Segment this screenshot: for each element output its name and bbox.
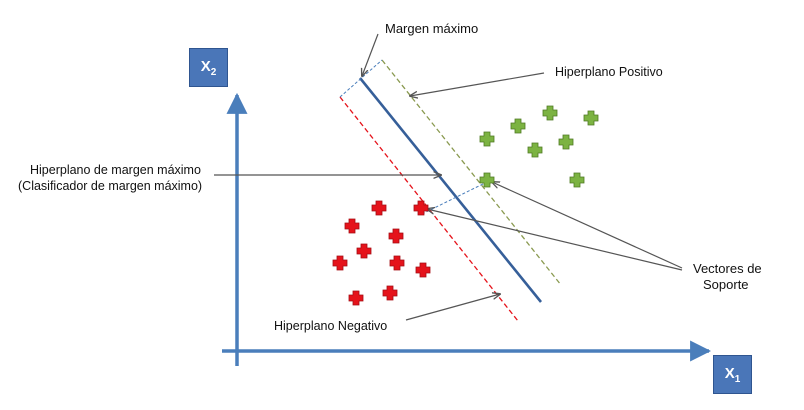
green-plus-icon — [527, 142, 543, 158]
support-vectors-label-line1: Vectores de — [693, 261, 762, 276]
red-plus-icon — [413, 200, 429, 216]
green-plus-icon — [558, 134, 574, 150]
positive-hyperplane-label: Hiperplano Positivo — [555, 65, 663, 79]
red-plus-icon — [382, 285, 398, 301]
red-plus-icon — [356, 243, 372, 259]
green-plus-icon — [510, 118, 526, 134]
x-axis-label: X1 — [724, 364, 741, 385]
margin-connector-support — [421, 181, 488, 215]
green-plus-icon — [479, 131, 495, 147]
green-plus-icon — [479, 172, 495, 188]
red-plus-icon — [415, 262, 431, 278]
red-plus-icon — [332, 255, 348, 271]
positive-plane-arrow — [410, 72, 545, 96]
positive-hyperplane-line — [381, 59, 562, 286]
red-plus-icon — [389, 255, 405, 271]
negative-hyperplane-label: Hiperplano Negativo — [274, 319, 388, 333]
green-plus-icon — [583, 110, 599, 126]
red-plus-icon — [371, 200, 387, 216]
max-margin-hyperplane-label: Hiperplano de margen máximo — [30, 163, 201, 177]
x-axis-label-box: X1 — [713, 355, 752, 394]
support-vectors-label-line2: Soporte — [703, 277, 749, 292]
negative-plane-arrow — [405, 294, 500, 321]
support-vector-arrow-positive — [492, 182, 683, 269]
y-axis-label-box: X2 — [189, 48, 228, 87]
y-axis-label: X2 — [200, 57, 217, 78]
red-plus-icon — [344, 218, 360, 234]
margin-label-arrow — [362, 33, 379, 76]
support-vector-arrow-negative — [427, 209, 683, 271]
red-plus-icon — [388, 228, 404, 244]
margin-connector-top — [339, 59, 383, 98]
green-plus-icon — [542, 105, 558, 121]
max-margin-hyperplane-line — [358, 77, 543, 303]
red-plus-icon — [348, 290, 364, 306]
green-plus-icon — [569, 172, 585, 188]
margin-label: Margen máximo — [385, 21, 479, 36]
max-margin-classifier-label: (Clasificador de margen máximo) — [18, 179, 203, 193]
